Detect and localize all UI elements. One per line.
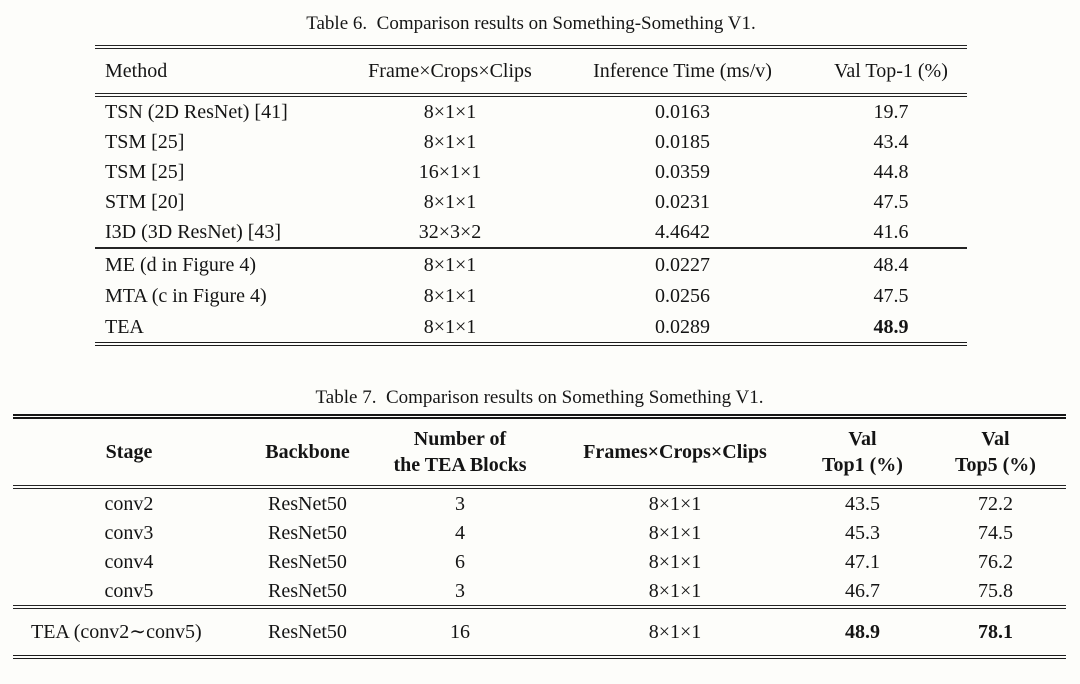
table6: Method Frame×Crops×Clips Inference Time … — [95, 45, 967, 346]
column-header-backbone: Backbone — [265, 441, 350, 463]
cell-inference-time: 0.0359 — [655, 161, 710, 183]
cell-stage: conv5 — [104, 579, 154, 602]
column-header-frames-crops-clips: Frames×Crops×Clips — [583, 441, 767, 463]
cell-inference-time: 0.0256 — [655, 284, 710, 307]
cell-inference-time: 0.0289 — [655, 315, 710, 338]
cell-frames: 8×1×1 — [648, 492, 702, 515]
cell-val-top1: 44.8 — [873, 161, 909, 183]
cell-val-top1: 43.4 — [873, 131, 909, 153]
table-row: conv4 ResNet50 6 8×1×1 47.1 76.2 — [13, 547, 1066, 576]
table-row: TSM [25] 16×1×1 0.0359 44.8 — [95, 157, 967, 187]
cell-val-top1: 45.3 — [845, 521, 880, 544]
cell-method: TSM [25] — [105, 131, 185, 153]
cell-backbone: ResNet50 — [268, 550, 347, 573]
cell-backbone: ResNet50 — [268, 492, 347, 515]
table-row: conv5 ResNet50 3 8×1×1 46.7 75.8 — [13, 576, 1066, 607]
table6-header-row: Method Frame×Crops×Clips Inference Time … — [95, 47, 967, 95]
cell-method: TSM [25] — [105, 161, 185, 183]
table7-header: Stage Backbone Number of the TEA Blocks … — [13, 416, 1066, 487]
cell-frames: 32×3×2 — [418, 221, 482, 243]
cell-stage: conv3 — [104, 521, 154, 544]
cell-val-top5: 72.2 — [978, 492, 1013, 515]
cell-val-top1-best: 48.9 — [845, 621, 880, 643]
table-row: TSM [25] 8×1×1 0.0185 43.4 — [95, 127, 967, 157]
cell-inference-time: 0.0163 — [655, 101, 710, 123]
cell-frames: 8×1×1 — [423, 131, 477, 153]
column-header-method: Method — [105, 60, 168, 82]
cell-frames: 8×1×1 — [648, 521, 702, 544]
cell-frames: 8×1×1 — [423, 191, 477, 213]
cell-val-top5: 76.2 — [978, 550, 1013, 573]
table-row: TSN (2D ResNet) [41] 8×1×1 0.0163 19.7 — [95, 95, 967, 127]
table-row: TEA 8×1×1 0.0289 48.9 — [95, 311, 967, 344]
cell-val-top1: 47.1 — [845, 550, 880, 573]
table6-ours-group: ME (d in Figure 4) 8×1×1 0.0227 48.4 MTA… — [95, 248, 967, 344]
cell-val-top5-best: 78.1 — [978, 621, 1013, 643]
cell-frames: 8×1×1 — [423, 284, 477, 307]
table7-body: conv2 ResNet50 3 8×1×1 43.5 72.2 conv3 R… — [13, 487, 1066, 607]
cell-val-top1: 43.5 — [845, 492, 880, 515]
cell-val-top5: 75.8 — [978, 579, 1013, 602]
table-row: I3D (3D ResNet) [43] 32×3×2 4.4642 41.6 — [95, 217, 967, 248]
table6-caption: Table 6. Comparison results on Something… — [306, 13, 756, 34]
cell-method: STM [20] — [105, 191, 185, 213]
cell-val-top1-best: 48.9 — [873, 315, 909, 338]
cell-tea-blocks: 16 — [450, 621, 470, 643]
cell-stage: conv2 — [104, 492, 154, 515]
table-row: ME (d in Figure 4) 8×1×1 0.0227 48.4 — [95, 248, 967, 280]
cell-val-top1: 47.5 — [873, 191, 909, 213]
column-header-stage: Stage — [105, 441, 153, 463]
cell-stage-tea: TEA (conv2∼conv5) — [31, 621, 202, 643]
cell-backbone: ResNet50 — [268, 521, 347, 544]
column-header-val-top1: Val Top1 (%) — [822, 428, 903, 476]
cell-inference-time: 0.0185 — [655, 131, 710, 153]
cell-frames: 8×1×1 — [423, 315, 477, 338]
column-header-tea-blocks: Number of the TEA Blocks — [393, 428, 527, 476]
cell-tea-blocks: 3 — [455, 492, 465, 515]
cell-stage: conv4 — [104, 550, 154, 573]
column-header-frame-crops-clips: Frame×Crops×Clips — [368, 60, 532, 82]
cell-tea-blocks: 4 — [455, 521, 465, 544]
table-row: conv2 ResNet50 3 8×1×1 43.5 72.2 — [13, 487, 1066, 518]
cell-val-top1: 19.7 — [873, 101, 909, 123]
cell-inference-time: 4.4642 — [655, 221, 710, 243]
cell-tea-blocks: 6 — [455, 550, 465, 573]
cell-val-top5: 74.5 — [978, 521, 1013, 544]
table-row: STM [20] 8×1×1 0.0231 47.5 — [95, 187, 967, 217]
cell-method: ME (d in Figure 4) — [105, 253, 257, 276]
table-row: TEA (conv2∼conv5) ResNet50 16 8×1×1 48.9… — [13, 607, 1066, 657]
table7-header-row: Stage Backbone Number of the TEA Blocks … — [13, 416, 1066, 487]
table6-header: Method Frame×Crops×Clips Inference Time … — [95, 47, 967, 95]
table7-footer: TEA (conv2∼conv5) ResNet50 16 8×1×1 48.9… — [13, 607, 1066, 657]
column-header-inference-time: Inference Time (ms/v) — [593, 60, 772, 82]
table-row: conv3 ResNet50 4 8×1×1 45.3 74.5 — [13, 518, 1066, 547]
cell-tea-blocks: 3 — [455, 579, 465, 602]
cell-val-top1: 46.7 — [845, 579, 880, 602]
table6-baselines-group: TSN (2D ResNet) [41] 8×1×1 0.0163 19.7 T… — [95, 95, 967, 248]
cell-frames: 8×1×1 — [648, 621, 702, 643]
cell-method: I3D (3D ResNet) [43] — [105, 221, 282, 243]
cell-frames: 8×1×1 — [648, 579, 702, 602]
column-header-val-top1: Val Top-1 (%) — [834, 60, 948, 82]
table7-section: Table 7. Comparison results on Something… — [13, 384, 1066, 659]
column-header-val-top5: Val Top5 (%) — [955, 428, 1036, 476]
cell-frames: 8×1×1 — [423, 101, 477, 123]
cell-backbone: ResNet50 — [268, 621, 347, 643]
cell-backbone: ResNet50 — [268, 579, 347, 602]
table6-section: Table 6. Comparison results on Something… — [95, 6, 967, 346]
cell-inference-time: 0.0231 — [655, 191, 710, 213]
cell-method: MTA (c in Figure 4) — [105, 284, 267, 307]
table7-caption: Table 7. Comparison results on Something… — [315, 387, 764, 408]
cell-val-top1: 41.6 — [873, 221, 909, 243]
table7: Stage Backbone Number of the TEA Blocks … — [13, 414, 1066, 659]
cell-val-top1: 48.4 — [873, 253, 909, 276]
cell-inference-time: 0.0227 — [655, 253, 710, 276]
cell-frames: 8×1×1 — [423, 253, 477, 276]
cell-val-top1: 47.5 — [873, 284, 909, 307]
cell-frames: 8×1×1 — [648, 550, 702, 573]
table-row: MTA (c in Figure 4) 8×1×1 0.0256 47.5 — [95, 280, 967, 311]
cell-method: TEA — [105, 315, 144, 338]
cell-method: TSN (2D ResNet) [41] — [105, 101, 288, 123]
cell-frames: 16×1×1 — [418, 161, 482, 183]
